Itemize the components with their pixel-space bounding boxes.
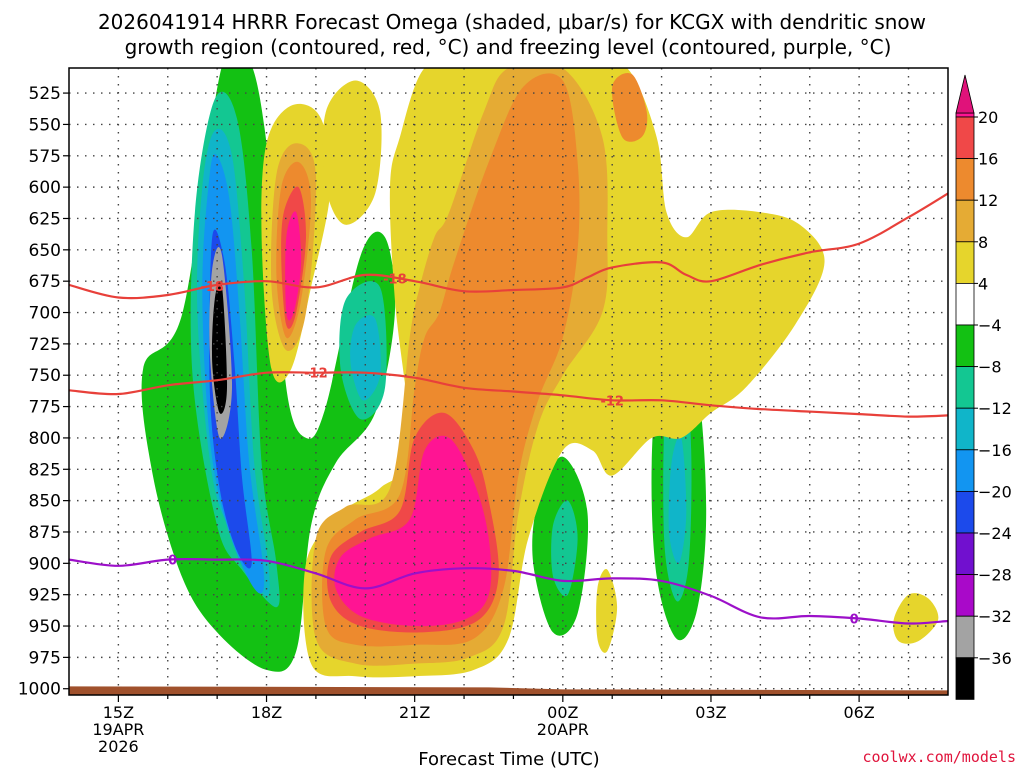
gridlines	[69, 68, 948, 695]
contour-line-1	[69, 371, 948, 418]
colorbar-label-10: −24	[978, 524, 1012, 543]
colorbar-label-3: 8	[978, 233, 988, 252]
colorbar-swatch-1	[955, 116, 975, 159]
y-axis: 525 550 575 600 625 650 675 700 725 750 775 800 825 8…	[18, 84, 69, 700]
x-axis-label: Forecast Time (UTC)	[418, 749, 599, 768]
ytick-label-950: 950	[29, 617, 61, 637]
contour-label-1-1: -12	[600, 394, 624, 409]
colorbar-label-13: −36	[978, 649, 1012, 668]
ytick-label-675: 675	[29, 272, 61, 292]
ytick-label-850: 850	[29, 492, 61, 512]
ytick-label-775: 775	[29, 398, 61, 418]
ytick-label-750: 750	[29, 366, 61, 386]
omega-region-4-20	[322, 80, 382, 225]
colorbar-label-1: 16	[978, 150, 998, 169]
colorbar-label-11: −28	[978, 566, 1012, 585]
ytick-label-575: 575	[29, 147, 61, 167]
ytick-label-825: 825	[29, 460, 61, 480]
colorbar-label-4: 4	[978, 274, 988, 293]
colorbar-bottom-arrow	[955, 657, 975, 698]
chart-title: 2026041914 HRRR Forecast Omega (shaded, …	[98, 10, 926, 34]
ytick-label-975: 975	[29, 648, 61, 668]
contour-line-2	[69, 557, 948, 625]
ytick-label-925: 925	[29, 586, 61, 606]
ytick-label-600: 600	[29, 178, 61, 198]
colorbar-swatch-12	[955, 574, 975, 617]
contour-label-2-1: 0	[850, 612, 859, 627]
xtick-year-0: 2026	[98, 737, 139, 756]
colorbar-label-0: 20	[978, 108, 998, 127]
colorbar-swatch-8	[955, 407, 975, 451]
credit-text: coolwx.com/models	[862, 748, 1016, 766]
chart-title-line2: growth region (contoured, red, °C) and f…	[125, 35, 892, 59]
terrain-surface	[69, 686, 948, 695]
xtick-date-3: 20APR	[537, 720, 589, 739]
omega-region-4-27	[596, 569, 618, 653]
contour-lines: -18 -18 -12 -12 0 0	[69, 192, 948, 627]
colorbar-swatch-2	[955, 158, 975, 201]
colorbar-label-5: −4	[978, 316, 1002, 335]
colorbar-swatch-0	[955, 112, 975, 118]
colorbar-label-2: 12	[978, 191, 998, 210]
ytick-label-800: 800	[29, 429, 61, 449]
colorbar-label-6: −8	[978, 358, 1002, 377]
ytick-label-1000: 1000	[18, 680, 61, 700]
omega-region-4-28	[893, 593, 939, 644]
colorbar-swatch-6	[955, 324, 975, 367]
colorbar-top-arrow	[955, 74, 975, 114]
omega-region-neg16-8	[350, 315, 381, 401]
colorbar-swatch-5	[955, 282, 975, 326]
ground-strip	[69, 686, 948, 695]
colorbar-label-8: −16	[978, 441, 1012, 460]
colorbar-swatch-3	[955, 199, 975, 243]
omega-region-neg12-11	[551, 500, 578, 597]
contour-label-2-0: 0	[168, 554, 177, 569]
colorbar: 20 16 12 8 4 −4 −8 −12 −16 −20 −24 −28 −32 −36	[955, 74, 1012, 700]
xtick-label-4: 03Z	[695, 703, 726, 722]
xtick-label-5: 06Z	[843, 703, 874, 722]
omega-region-20-19	[285, 211, 302, 321]
colorbar-swatch-13	[955, 615, 975, 659]
colorbar-label-12: −32	[978, 607, 1012, 626]
ytick-label-700: 700	[29, 304, 61, 324]
colorbar-swatch-10	[955, 490, 975, 534]
xtick-label-1: 18Z	[251, 703, 282, 722]
ytick-label-525: 525	[29, 84, 61, 104]
ytick-label-900: 900	[29, 554, 61, 574]
colorbar-label-7: −12	[978, 399, 1012, 418]
plot-frame	[68, 67, 949, 696]
colorbar-swatch-9	[955, 449, 975, 492]
contour-label-0-1: -18	[383, 273, 407, 288]
omega-region-neg16-14	[668, 435, 687, 564]
plot-area	[141, 68, 939, 678]
xtick-label-2: 21Z	[399, 703, 430, 722]
ytick-label-875: 875	[29, 523, 61, 543]
xtick-date-0: 19APR	[92, 720, 144, 739]
contour-label-1-0: -12	[304, 367, 328, 382]
colorbar-label-9: −20	[978, 482, 1012, 501]
ytick-label-625: 625	[29, 209, 61, 229]
contour-line-0	[69, 192, 948, 300]
colorbar-swatch-4	[955, 241, 975, 284]
omega-region-12-23	[322, 73, 580, 647]
contour-label-0-0: -18	[200, 280, 224, 295]
colorbar-swatch-7	[955, 366, 975, 409]
ytick-label-650: 650	[29, 241, 61, 261]
ytick-label-725: 725	[29, 335, 61, 355]
colorbar-swatch-11	[955, 532, 975, 575]
ytick-label-550: 550	[29, 115, 61, 135]
xtick-label-3: 00Z	[547, 703, 578, 722]
xtick-label-0: 15Z	[103, 703, 134, 722]
omega-region-20-25	[334, 435, 492, 627]
